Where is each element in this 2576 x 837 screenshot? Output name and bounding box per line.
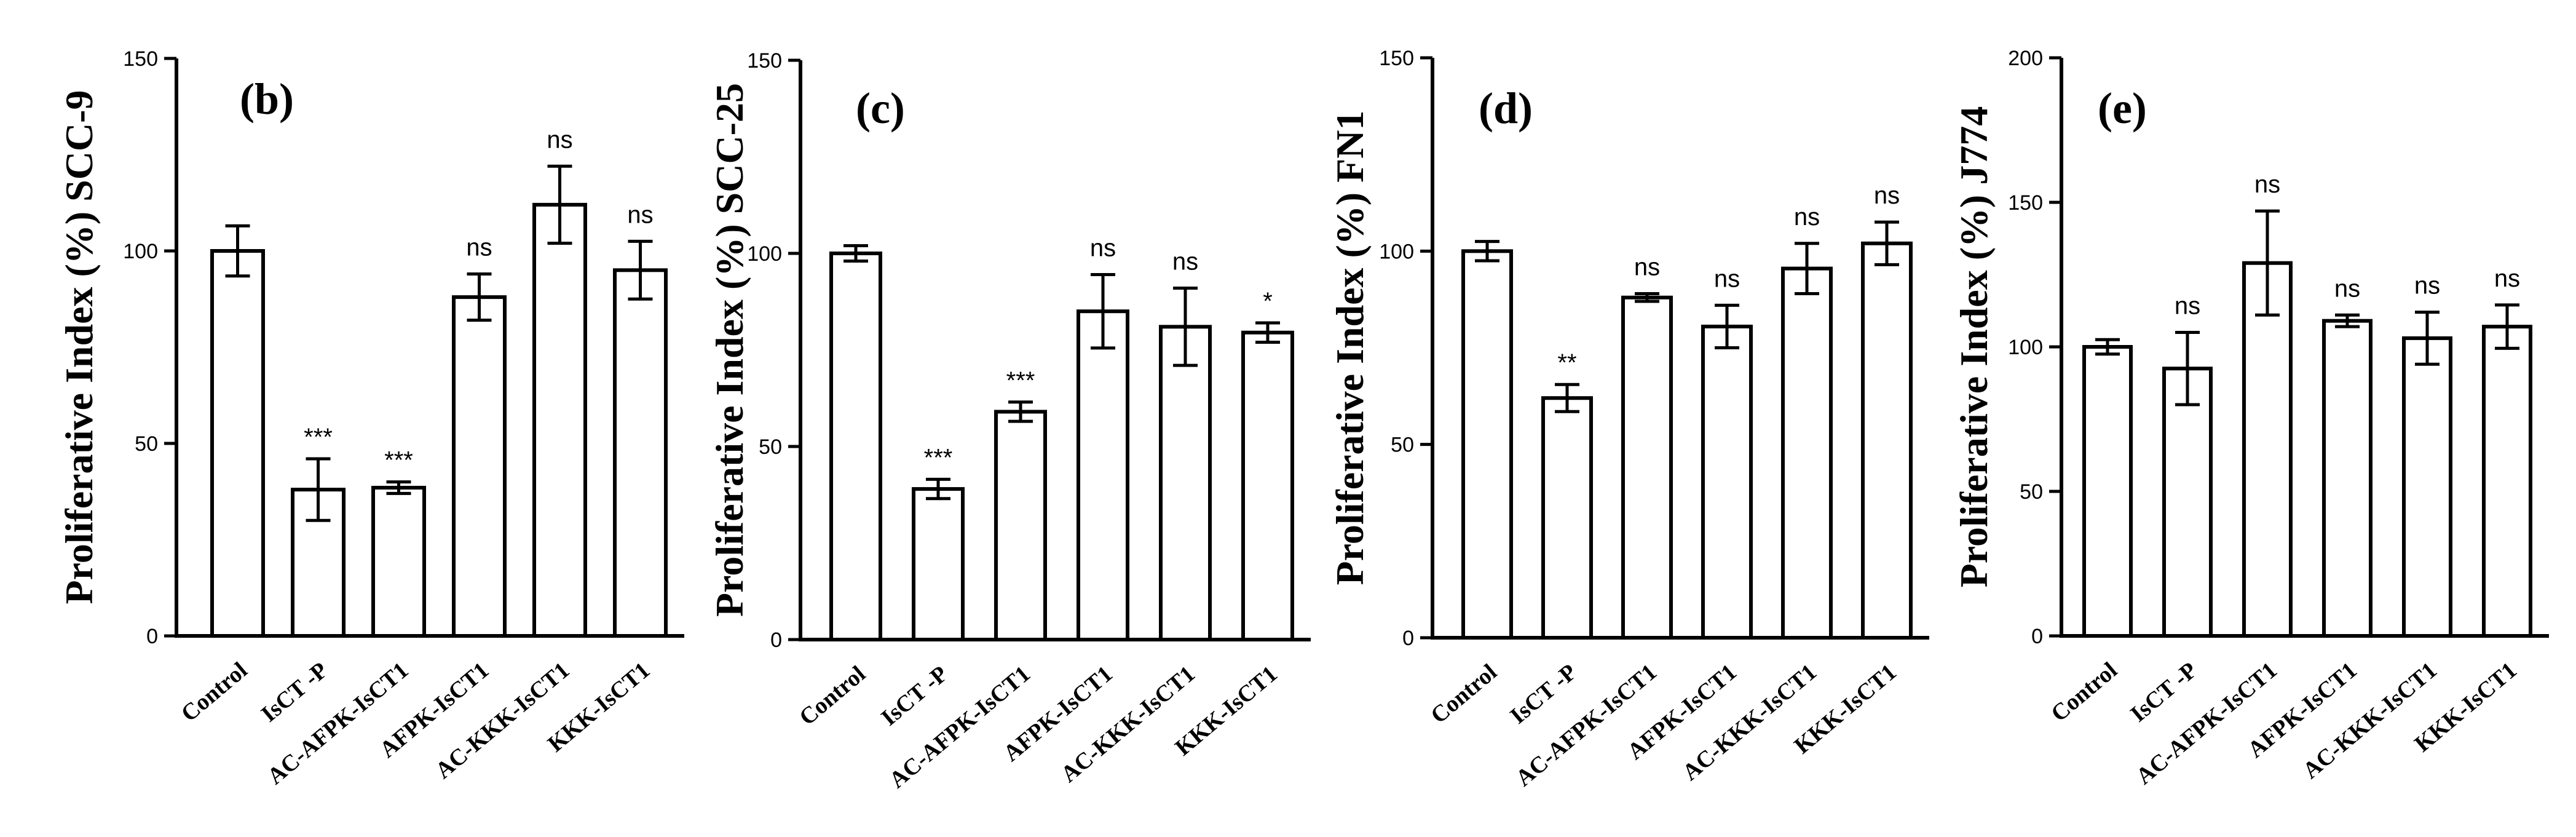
bar: [2322, 319, 2373, 638]
significance-label: ns: [2254, 171, 2280, 198]
x-tick-label: Control: [2046, 657, 2122, 727]
significance-label: ns: [2494, 265, 2520, 292]
bar: [1781, 266, 1833, 640]
y-tick-label: 100: [747, 242, 782, 266]
bar: [829, 252, 882, 641]
y-tick-label: 150: [2008, 191, 2043, 215]
x-tick-label: AC-AFPK-IsCT1: [2131, 657, 2282, 790]
significance-label: ns: [547, 126, 572, 153]
bar: [994, 410, 1047, 641]
x-tick-label: Control: [176, 657, 252, 727]
panel-label: (e): [2098, 84, 2147, 133]
bar: [210, 249, 265, 638]
y-tick-label: 100: [2008, 336, 2043, 359]
y-tick-label: 150: [123, 47, 158, 71]
chart-panel: 0 50 100 150 Proliferative Index (%) FN1 (d) C…: [1328, 47, 1929, 791]
bar: [1159, 325, 1212, 641]
significance-label: ns: [1874, 182, 1900, 209]
bar: [2162, 367, 2213, 638]
y-axis-title: Proliferative Index (%) J774: [1952, 106, 1996, 588]
significance-label: ns: [627, 201, 653, 228]
significance-label: ***: [384, 447, 413, 474]
y-tick-label: 50: [2020, 480, 2043, 504]
panel-label: (b): [240, 74, 294, 124]
panel-label: (d): [1479, 84, 1533, 133]
bar: [613, 268, 668, 638]
y-tick-label: 150: [1379, 47, 1414, 70]
significance-label: ***: [924, 444, 953, 471]
bar: [2242, 261, 2293, 638]
y-tick-label: 0: [2031, 625, 2043, 648]
significance-label: ns: [1794, 204, 1820, 231]
bar: [2482, 325, 2532, 638]
bar: [2402, 336, 2452, 638]
significance-label: ns: [1172, 248, 1198, 276]
x-tick-label: IsCT -P: [256, 657, 333, 728]
x-tick-label: AC-KKK-IsCT1: [1678, 659, 1822, 786]
y-axis-title: Proliferative Index (%) FN1: [1328, 111, 1372, 585]
y-tick-label: 50: [135, 432, 158, 456]
panel-label: (c): [856, 84, 905, 133]
x-tick-label: AC-AFPK-IsCT1: [884, 661, 1035, 793]
bar: [532, 202, 587, 638]
significance-label: ***: [1006, 367, 1035, 394]
y-tick-label: 150: [747, 49, 782, 73]
x-tick-label: Control: [794, 661, 870, 731]
bar: [1461, 249, 1513, 640]
significance-label: ns: [1090, 235, 1116, 262]
bar: [452, 295, 507, 638]
bar: [1077, 309, 1129, 641]
y-tick-label: 200: [2008, 47, 2043, 70]
y-tick-label: 100: [1379, 240, 1414, 263]
significance-label: ns: [2334, 275, 2360, 302]
bar: [1621, 295, 1673, 640]
y-tick-label: 50: [1391, 434, 1414, 457]
x-tick-label: AC-AFPK-IsCT1: [1511, 659, 1661, 791]
y-axis-title: Proliferative Index (%) SCC-25: [708, 83, 751, 617]
bar: [371, 485, 426, 638]
bar: [912, 487, 965, 642]
chart-panel: 0 50 100 150 Proliferative Index (%) SCC-25 (…: [708, 49, 1311, 793]
bar: [1541, 396, 1593, 640]
x-tick-label: IsCT -P: [2125, 657, 2202, 728]
x-tick-label: IsCT -P: [876, 661, 952, 731]
significance-label: ***: [304, 424, 333, 451]
y-tick-label: 0: [770, 629, 782, 652]
x-tick-label: Control: [1426, 659, 1501, 729]
y-tick-label: 0: [146, 625, 158, 648]
significance-label: **: [1557, 349, 1576, 376]
y-axis-title: Proliferative Index (%) SCC-9: [57, 90, 101, 605]
significance-label: ns: [1714, 265, 1740, 292]
bar: [1241, 330, 1294, 641]
bar: [2082, 345, 2133, 638]
chart-panel: 0 50 100 150 Proliferative Index (%) SCC-9 (b…: [57, 47, 684, 790]
x-tick-label: IsCT -P: [1505, 659, 1581, 729]
significance-label: ns: [2414, 272, 2440, 299]
y-tick-label: 100: [123, 240, 158, 263]
x-tick-label: AC-KKK-IsCT1: [2298, 657, 2442, 784]
x-tick-label: AC-KKK-IsCT1: [430, 657, 574, 784]
y-tick-label: 0: [1402, 627, 1414, 650]
bar: [1701, 324, 1753, 640]
x-tick-label: AC-AFPK-IsCT1: [263, 657, 413, 790]
chart-panel: 0 50 100 150 200 Proliferative Index (%) J774…: [1952, 47, 2549, 790]
significance-label: *: [1263, 288, 1273, 315]
significance-label: ns: [466, 234, 492, 261]
bar: [1861, 241, 1913, 640]
significance-label: ns: [2175, 293, 2200, 320]
significance-label: ns: [1634, 253, 1660, 280]
y-tick-label: 50: [759, 435, 782, 459]
